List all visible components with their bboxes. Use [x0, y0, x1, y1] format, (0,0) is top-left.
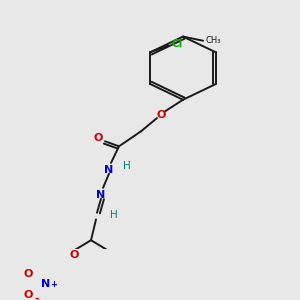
Text: H: H [110, 210, 118, 220]
Text: O: O [70, 250, 79, 260]
Text: Cl: Cl [171, 39, 182, 49]
Text: +: + [50, 280, 57, 289]
Text: O: O [24, 290, 33, 300]
Text: CH₃: CH₃ [206, 36, 221, 45]
Text: H: H [123, 161, 131, 171]
Text: O: O [24, 269, 33, 279]
Text: N: N [41, 280, 50, 290]
Text: N: N [96, 190, 106, 200]
Text: N: N [104, 165, 114, 175]
Text: -: - [34, 294, 39, 300]
Text: O: O [93, 133, 103, 143]
Text: O: O [156, 110, 166, 120]
